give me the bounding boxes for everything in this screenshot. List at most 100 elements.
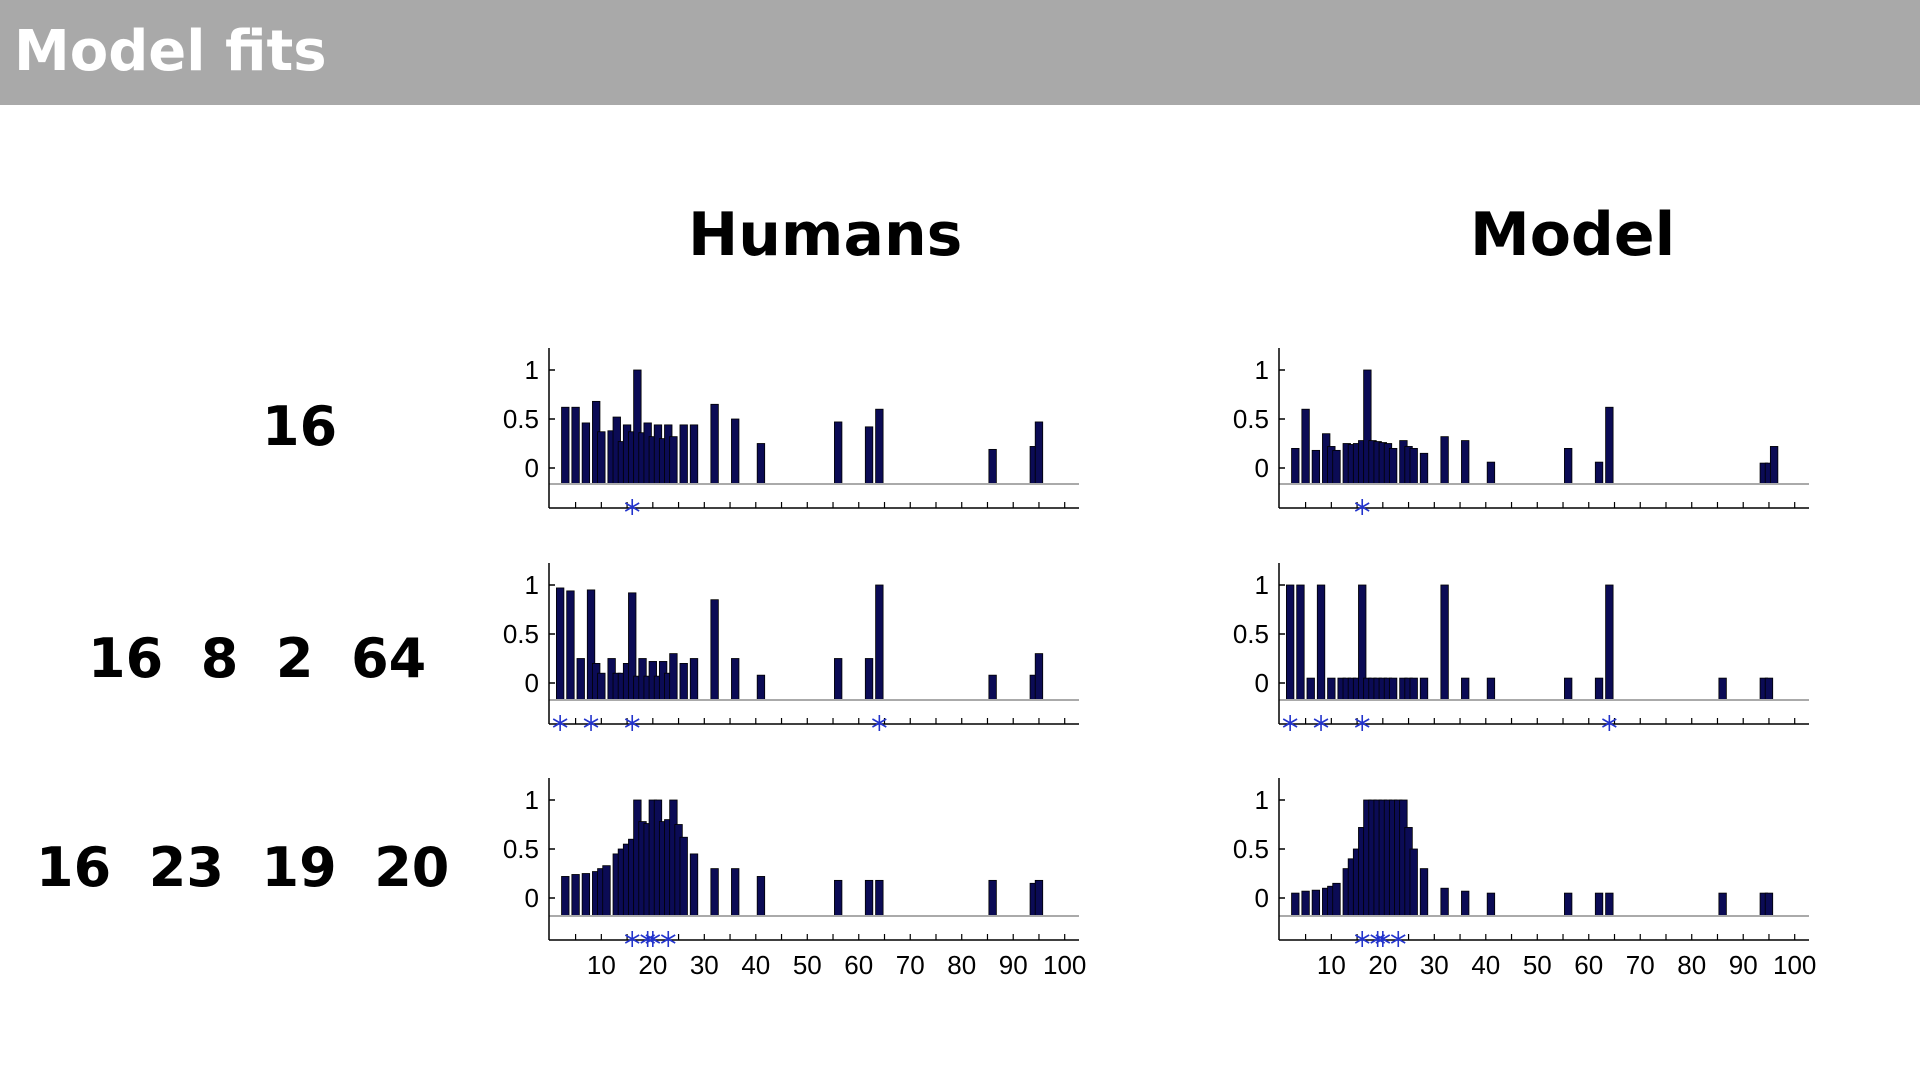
bar [875, 879, 884, 917]
bar-chart-2: 00.51 [1233, 348, 1809, 515]
star-stroke [624, 934, 640, 944]
x-tick-label: 100 [1043, 950, 1086, 980]
x-tick-label: 70 [896, 950, 925, 980]
x-tick-label: 60 [1574, 950, 1603, 980]
bar [1306, 677, 1315, 701]
y-tick-label: 0 [525, 453, 539, 483]
y-tick-label: 0.5 [503, 404, 539, 434]
bar [875, 584, 884, 701]
bar [689, 853, 699, 917]
star-stroke [1354, 934, 1370, 944]
y-tick-label: 0.5 [503, 619, 539, 649]
bar [1769, 446, 1779, 485]
star-marker [583, 715, 599, 731]
bar [1594, 677, 1604, 701]
star-stroke [660, 934, 676, 944]
bar [1461, 440, 1470, 485]
bar [864, 426, 874, 485]
bar [1718, 677, 1727, 701]
bar [1316, 584, 1326, 701]
bar-chart-6: 0 0.5 1 10 20 30 40 50 60 70 80 90 100 [1233, 778, 1816, 980]
bar [1332, 882, 1341, 917]
bar [566, 590, 575, 701]
y-tick-label: 1 [1255, 785, 1269, 815]
x-tick-label: 50 [1523, 950, 1552, 980]
star-marker [1354, 499, 1370, 515]
bar [1301, 408, 1310, 485]
bar [731, 868, 740, 917]
bar [1296, 584, 1305, 701]
y-tick-label: 0.5 [1233, 834, 1269, 864]
column-heading-humans: Humans [688, 200, 963, 270]
bar [834, 658, 843, 701]
bar [1764, 892, 1774, 917]
star-marker [1354, 715, 1370, 731]
bar [1034, 653, 1044, 701]
star-stroke [1354, 502, 1370, 512]
bar [988, 879, 997, 917]
bar [1486, 677, 1496, 701]
y-tick-label: 0.5 [503, 834, 539, 864]
bar [756, 443, 766, 485]
bar [1461, 677, 1470, 701]
y-tick-label: 0 [1255, 453, 1269, 483]
star-stroke [624, 718, 640, 728]
bar [679, 663, 688, 701]
bar-chart-4: 00.51 [1233, 563, 1809, 731]
bar [756, 674, 766, 701]
y-tick-label: 0 [1255, 883, 1269, 913]
star-marker [624, 931, 640, 947]
bar [1440, 584, 1449, 701]
bar [988, 448, 997, 485]
x-tick-label: 80 [1677, 950, 1706, 980]
bar [669, 436, 678, 485]
bar [1311, 449, 1321, 485]
bar [1409, 447, 1418, 485]
row-label-1: 16 [262, 395, 338, 458]
bar-chart-3: 00.51 [503, 563, 1079, 731]
bar [555, 587, 565, 701]
star-stroke [583, 718, 599, 728]
x-tick-label: 90 [1729, 950, 1758, 980]
bar [1564, 677, 1573, 701]
star-stroke [1375, 934, 1391, 944]
bar [581, 873, 591, 917]
row-label-2: 16 8 2 64 [88, 627, 427, 690]
x-tick-label: 10 [1317, 950, 1346, 980]
bar [689, 658, 699, 701]
bar [731, 418, 740, 485]
y-tick-label: 0.5 [1233, 619, 1269, 649]
bar [1311, 889, 1321, 917]
bar [1419, 677, 1429, 701]
bar [679, 424, 688, 485]
bar [834, 879, 843, 917]
star-marker [660, 931, 676, 947]
y-tick-label: 0 [525, 668, 539, 698]
x-tick-label: 90 [999, 950, 1028, 980]
star-stroke [1390, 934, 1406, 944]
bar [561, 876, 570, 917]
bar [1034, 879, 1044, 917]
bar [1718, 892, 1727, 917]
bar [1605, 406, 1614, 485]
bar [1419, 868, 1429, 917]
y-tick-label: 1 [525, 570, 539, 600]
y-tick-label: 0.5 [1233, 404, 1269, 434]
bar [1594, 892, 1604, 917]
bar [756, 876, 766, 917]
bar [689, 424, 699, 485]
bar [875, 408, 884, 485]
bar [1440, 887, 1449, 917]
bar [576, 658, 585, 701]
star-stroke [645, 934, 661, 944]
bar [1486, 892, 1496, 917]
bar [1564, 447, 1573, 485]
y-tick-label: 0 [525, 883, 539, 913]
x-tick-label: 40 [741, 950, 770, 980]
bar [597, 672, 606, 701]
bar [1388, 677, 1398, 701]
slide-title: Model fits [14, 19, 327, 84]
star-marker [624, 499, 640, 515]
star-marker [1282, 715, 1298, 731]
